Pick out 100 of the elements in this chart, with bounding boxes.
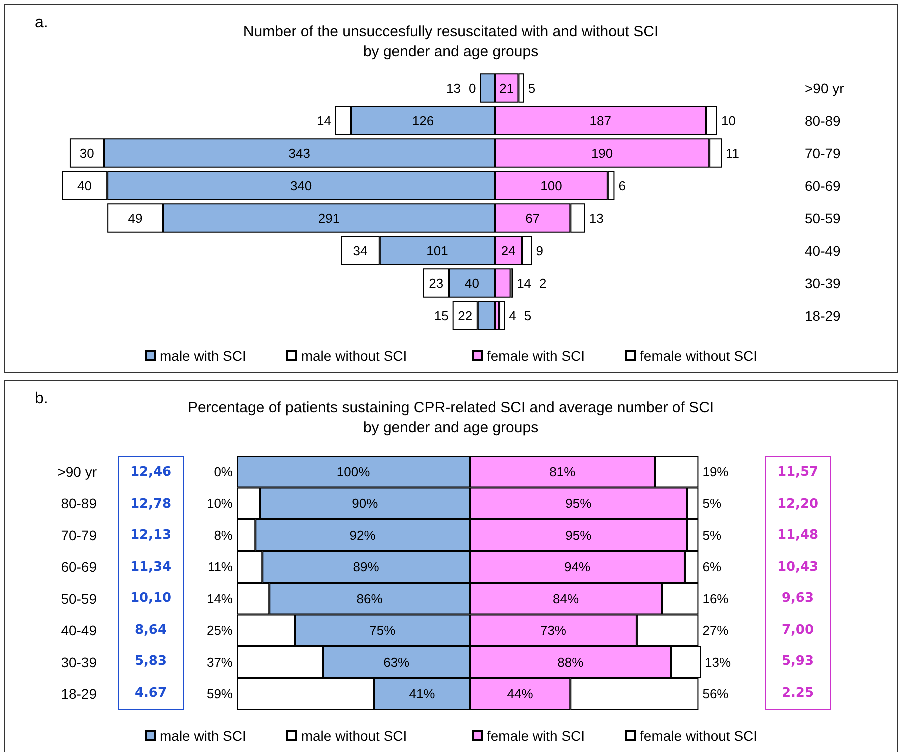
data-label: 94% xyxy=(564,560,591,575)
text: 12,78 xyxy=(129,496,173,514)
data-label: 10 xyxy=(721,113,736,128)
y-tick-label: 60-69 xyxy=(805,178,842,194)
data-label: 95% xyxy=(566,496,592,512)
data-label: 67 xyxy=(526,210,540,226)
legend-label: female with SCI xyxy=(487,728,586,744)
data-label: 15 xyxy=(434,308,449,324)
data-label: 13 xyxy=(446,80,461,96)
data-label: 25% xyxy=(206,623,234,638)
data-label: 14% xyxy=(206,591,234,606)
data-label: 92% xyxy=(350,528,376,543)
data-label: 5% xyxy=(702,496,722,512)
data-label: 13 xyxy=(589,210,604,226)
text: 10,10 xyxy=(129,590,173,608)
data-label: 9 xyxy=(536,243,544,258)
data-label: 90% xyxy=(352,496,379,512)
text: 8,64 xyxy=(134,622,168,640)
data-label: 10% xyxy=(206,496,234,512)
legend-label: male with SCI xyxy=(160,348,246,364)
y-tick-label: 40-49 xyxy=(805,242,842,259)
data-label: 13% xyxy=(705,654,732,670)
data-label: 19% xyxy=(702,464,730,480)
data-label: 75% xyxy=(370,623,396,638)
data-label: 6% xyxy=(702,560,722,575)
data-label: 40 xyxy=(78,178,92,194)
data-label: 34 xyxy=(353,243,368,258)
data-label: 343 xyxy=(288,146,310,161)
y-tick-label: 40-49 xyxy=(61,622,98,639)
data-label: 190 xyxy=(591,146,614,161)
data-label: 27% xyxy=(702,623,730,638)
text: 12,20 xyxy=(776,496,820,514)
data-label: 0 xyxy=(468,80,476,96)
text: 7,00 xyxy=(780,622,816,640)
data-label: 95% xyxy=(566,528,592,543)
legend-label: male with SCI xyxy=(160,728,246,744)
data-label: 22 xyxy=(458,308,473,324)
data-label: 23 xyxy=(429,276,444,291)
data-label: 187 xyxy=(590,113,612,128)
text: 11,48 xyxy=(776,527,820,546)
y-tick-label: >90 yr xyxy=(805,80,845,96)
legend-label: female with SCI xyxy=(487,348,586,364)
data-label: 4 xyxy=(509,308,516,324)
data-label: 49 xyxy=(128,210,143,226)
data-label: 14 xyxy=(517,276,532,291)
y-tick-label: 80-89 xyxy=(805,112,842,129)
text: 9,63 xyxy=(780,590,816,608)
data-label: 8% xyxy=(214,528,234,543)
y-tick-label: 70-79 xyxy=(805,145,842,162)
data-label: 81% xyxy=(550,464,576,480)
data-label: 100 xyxy=(540,178,562,194)
data-label: 21 xyxy=(500,80,514,96)
legend-label: female without SCI xyxy=(640,728,758,744)
text: 11,57 xyxy=(776,464,820,482)
y-tick-label: 30-39 xyxy=(805,275,842,292)
data-label: 100% xyxy=(336,464,371,480)
data-label: 126 xyxy=(412,113,434,128)
legend-label: female without SCI xyxy=(640,348,758,364)
text: 2.25 xyxy=(780,684,816,703)
data-label: 101 xyxy=(426,243,448,258)
data-label: 89% xyxy=(353,560,380,575)
data-label: 41% xyxy=(409,686,436,702)
data-label: 40 xyxy=(464,276,480,291)
data-label: 59% xyxy=(206,686,234,702)
data-label: 5 xyxy=(528,80,536,96)
data-label: 56% xyxy=(702,686,730,702)
text: 12,46 xyxy=(129,464,173,482)
text: a. xyxy=(35,14,48,32)
text: 12,13 xyxy=(129,527,173,546)
chart-title: Percentage of patients sustaining CPR-related SCI and average number of SCI by gender and age groups xyxy=(188,400,714,436)
data-label: 11% xyxy=(208,560,234,575)
y-tick-label: 80-89 xyxy=(61,496,98,512)
data-label: 340 xyxy=(290,178,312,194)
data-label: 86% xyxy=(356,591,384,606)
text: 11,34 xyxy=(129,558,173,577)
data-label: 2 xyxy=(540,276,547,291)
data-label: 44% xyxy=(507,686,534,702)
text: 4.67 xyxy=(134,684,168,703)
y-tick-label: 18-29 xyxy=(61,686,98,702)
data-label: 0% xyxy=(214,464,234,480)
text: b. xyxy=(35,390,48,408)
data-label: 63% xyxy=(384,654,410,670)
data-label: 291 xyxy=(318,210,340,226)
chart-title: Number of the unsuccesfully resuscitated with and without SCI by gender and age groups xyxy=(243,24,659,60)
y-tick-label: >90 yr xyxy=(58,464,98,480)
y-tick-label: 30-39 xyxy=(61,654,98,670)
text: 10,43 xyxy=(776,558,820,577)
data-label: 73% xyxy=(540,623,567,638)
data-label: 5 xyxy=(524,308,532,324)
text: 5,93 xyxy=(780,653,816,672)
data-label: 11 xyxy=(726,146,740,161)
y-tick-label: 50-59 xyxy=(61,590,98,607)
text: 5,83 xyxy=(134,653,168,672)
data-label: 16% xyxy=(702,591,730,606)
legend-label: male without SCI xyxy=(301,728,408,744)
data-label: 88% xyxy=(558,654,584,670)
y-tick-label: 50-59 xyxy=(805,210,842,226)
y-tick-label: 18-29 xyxy=(805,308,842,324)
y-tick-label: 70-79 xyxy=(61,527,98,544)
y-tick-label: 60-69 xyxy=(61,559,98,576)
